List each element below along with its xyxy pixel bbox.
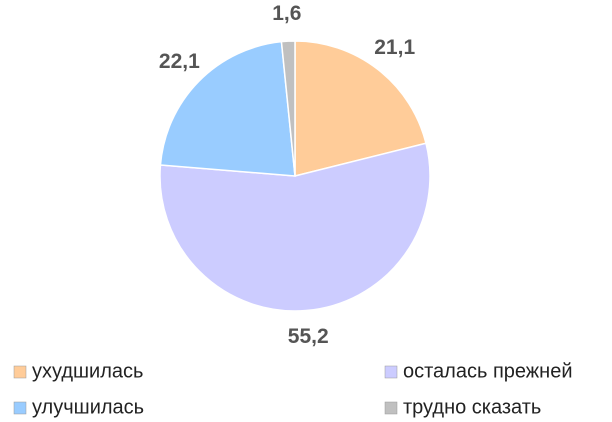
legend-label: улучшилась: [32, 396, 144, 418]
legend-label: трудно сказать: [403, 396, 541, 418]
value-label: 22,1: [159, 50, 200, 73]
legend-swatch: [13, 401, 27, 415]
value-label: 21,1: [374, 36, 415, 59]
pie-slice: [280, 40, 296, 177]
legend-label: осталась прежней: [403, 360, 573, 382]
value-label: 1,6: [272, 2, 301, 25]
pie-slice: [159, 142, 431, 312]
legend-swatch: [13, 365, 27, 379]
legend-swatch: [384, 401, 398, 415]
value-label: 55,2: [288, 325, 329, 348]
legend-swatch: [384, 365, 398, 379]
pie-slice: [159, 40, 296, 177]
legend-label: ухудшилась: [32, 360, 143, 382]
pie-slice: [294, 40, 427, 177]
